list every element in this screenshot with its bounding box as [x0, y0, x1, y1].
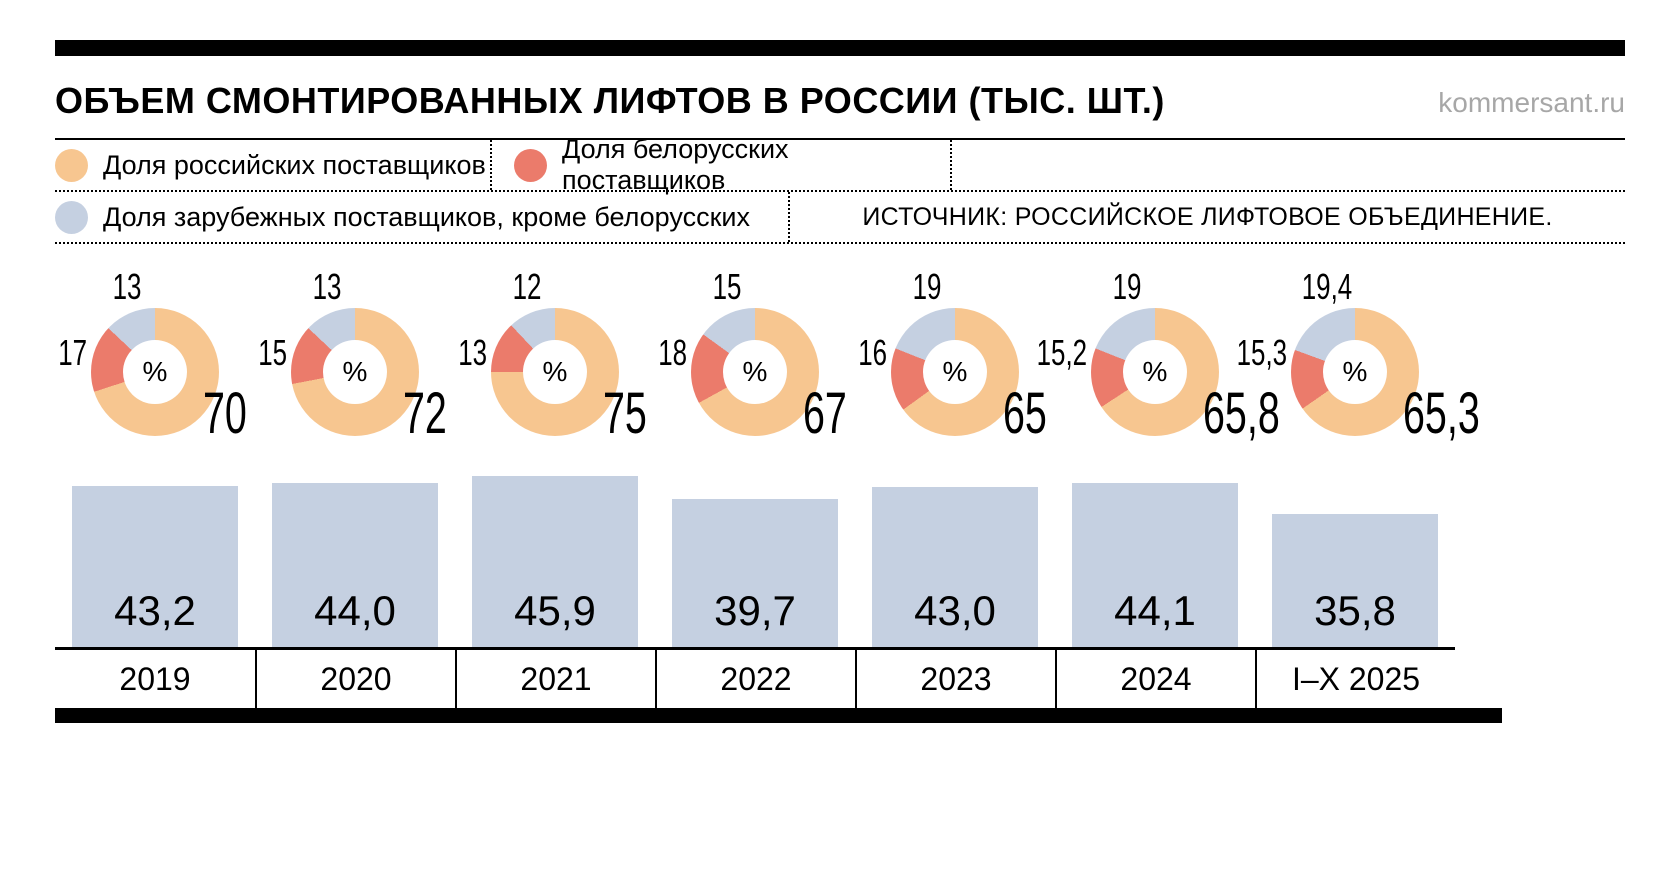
- donut-belarusian-share-value: 17: [58, 332, 87, 373]
- donut-center-percent-label: %: [723, 340, 787, 404]
- bar-value-label: 44,1: [1114, 587, 1196, 634]
- bar-cell-2019: 43,2: [55, 476, 255, 647]
- legend-item-foreign: Доля зарубежных поставщиков, кроме белор…: [55, 200, 788, 234]
- bar-2019: 43,2: [72, 486, 238, 647]
- legend-item-belarusian: Доля белорусских поставщиков: [492, 134, 950, 196]
- bar-cell-2020: 44,0: [255, 476, 455, 647]
- donut-center-percent-label: %: [123, 340, 187, 404]
- bar-value-label: 44,0: [314, 587, 396, 634]
- bar-value-label: 45,9: [514, 587, 596, 634]
- bar-value-label: 43,0: [914, 587, 996, 634]
- donut-russian-share-value: 65: [1003, 381, 1047, 446]
- x-axis-labels-row: 2019 2020 2021 2022 2023 2024 I–X 2025: [55, 650, 1455, 708]
- bar-cell-2021: 45,9: [455, 476, 655, 647]
- donut-foreign-share-value: 15: [712, 266, 742, 307]
- donut-charts-row: 13 17% 70 13 15% 72 12 13% 75 15 18% 67 19 16% 65 19 15,…: [55, 244, 1480, 476]
- donut-ring: %: [291, 308, 419, 436]
- header: ОБЪЕМ СМОНТИРОВАННЫХ ЛИФТОВ В РОССИИ (ТЫ…: [55, 56, 1625, 138]
- chart-area: 13 17% 70 13 15% 72 12 13% 75 15 18% 67 19 16% 65 19 15,…: [55, 244, 1480, 708]
- donut-center-percent-label: %: [1123, 340, 1187, 404]
- donut-belarusian-share-value: 18: [658, 332, 687, 373]
- legend-row-1: Доля российских поставщиков Доля белорус…: [55, 134, 1625, 195]
- donut-foreign-share-value: 13: [312, 266, 342, 307]
- legend-divider: [490, 140, 492, 190]
- bar-value-label: 39,7: [714, 587, 796, 634]
- page-title: ОБЪЕМ СМОНТИРОВАННЫХ ЛИФТОВ В РОССИИ (ТЫ…: [55, 80, 1165, 121]
- bar-2024: 44,1: [1072, 483, 1238, 647]
- donut-russian-share-value: 72: [403, 381, 447, 446]
- donut-chart-2023: 19 16% 65: [855, 244, 1055, 476]
- donut-foreign-share-value: 19: [1112, 266, 1142, 307]
- bar-2020: 44,0: [272, 483, 438, 647]
- bar-2021: 45,9: [472, 476, 638, 647]
- bar-i–x-2025: 35,8: [1272, 514, 1438, 647]
- legend-label-belarusian: Доля белорусских поставщиков: [562, 134, 789, 195]
- brand-link[interactable]: kommersant.ru: [1438, 87, 1625, 118]
- donut-belarusian-share-value: 15,2: [1036, 332, 1087, 373]
- x-axis-label-2022: 2022: [655, 650, 855, 708]
- donut-belarusian-share-value: 15,3: [1236, 332, 1287, 373]
- top-rule: [55, 40, 1625, 56]
- donut-center-percent-label: %: [1323, 340, 1387, 404]
- donut-chart-i–x-2025: 19,4 15,3% 65,3: [1237, 244, 1480, 476]
- source-note: ИСТОЧНИК: РОССИЙСКОЕ ЛИФТОВОЕ ОБЪЕДИНЕНИ…: [862, 202, 1553, 231]
- donut-center-percent-label: %: [923, 340, 987, 404]
- x-axis-line: [55, 647, 1455, 650]
- x-axis-label-2021: 2021: [455, 650, 655, 708]
- bar-cell-2024: 44,1: [1055, 476, 1255, 647]
- donut-ring: %: [691, 308, 819, 436]
- foreign-share-swatch-icon: [55, 200, 88, 234]
- legend-divider: [788, 192, 790, 242]
- bar-cell-2023: 43,0: [855, 476, 1055, 647]
- donut-russian-share-value: 70: [203, 381, 247, 446]
- donut-center-percent-label: %: [323, 340, 387, 404]
- donut-chart-2021: 12 13% 75: [455, 244, 655, 476]
- russian-share-swatch-icon: [55, 148, 88, 182]
- x-axis-label-2019: 2019: [119, 660, 191, 697]
- legend-label-russian: Доля российских поставщиков: [103, 149, 486, 180]
- donut-russian-share-value: 75: [603, 381, 647, 446]
- legend-label-foreign: Доля зарубежных поставщиков, кроме белор…: [103, 201, 750, 232]
- donut-belarusian-share-value: 13: [458, 332, 487, 373]
- donut-russian-share-value: 65,8: [1203, 381, 1280, 446]
- donut-chart-2020: 13 15% 72: [255, 244, 455, 476]
- donut-chart-2024: 19 15,2% 65,8: [1037, 244, 1280, 476]
- donut-center-percent-label: %: [523, 340, 587, 404]
- bar-2022: 39,7: [672, 499, 838, 647]
- legend-row-2: Доля зарубежных поставщиков, кроме белор…: [55, 192, 1625, 244]
- donut-belarusian-share-value: 15: [258, 332, 287, 373]
- donut-ring: %: [891, 308, 1019, 436]
- x-axis-label-i–x-2025: I–X 2025: [1255, 650, 1455, 708]
- donut-ring: %: [1291, 308, 1419, 436]
- donut-foreign-share-value: 13: [112, 266, 142, 307]
- bottom-rule: [55, 708, 1502, 723]
- donut-belarusian-share-value: 16: [858, 332, 887, 373]
- donut-foreign-share-value: 19: [912, 266, 942, 307]
- bar-cell-i–x-2025: 35,8: [1255, 476, 1455, 647]
- donut-foreign-share-value: 12: [512, 266, 542, 307]
- bar-value-label: 43,2: [114, 587, 196, 634]
- title-divider: [55, 138, 1625, 140]
- x-axis-label-2024: 2024: [1055, 650, 1255, 708]
- bar-value-label: 35,8: [1314, 587, 1396, 634]
- bar-cell-2022: 39,7: [655, 476, 855, 647]
- legend-item-russian: Доля российских поставщиков: [55, 148, 490, 182]
- donut-foreign-share-value: 19,4: [1301, 266, 1353, 307]
- donut-russian-share-value: 65,3: [1403, 381, 1480, 446]
- infographic: ОБЪЕМ СМОНТИРОВАННЫХ ЛИФТОВ В РОССИИ (ТЫ…: [55, 40, 1625, 723]
- donut-ring: %: [91, 308, 219, 436]
- legend-divider: [950, 140, 952, 190]
- donut-russian-share-value: 67: [803, 381, 847, 446]
- x-axis-label-2023: 2023: [855, 650, 1055, 708]
- donut-chart-2019: 13 17% 70: [55, 244, 255, 476]
- donut-ring: %: [1091, 308, 1219, 436]
- bar-chart-row: 43,2 44,0 45,9 39,7 43,0 44,1 35,8: [55, 476, 1455, 647]
- bar-2023: 43,0: [872, 487, 1038, 647]
- donut-ring: %: [491, 308, 619, 436]
- belarusian-share-swatch-icon: [514, 148, 547, 182]
- x-axis-label-2020: 2020: [255, 650, 455, 708]
- donut-chart-2022: 15 18% 67: [655, 244, 855, 476]
